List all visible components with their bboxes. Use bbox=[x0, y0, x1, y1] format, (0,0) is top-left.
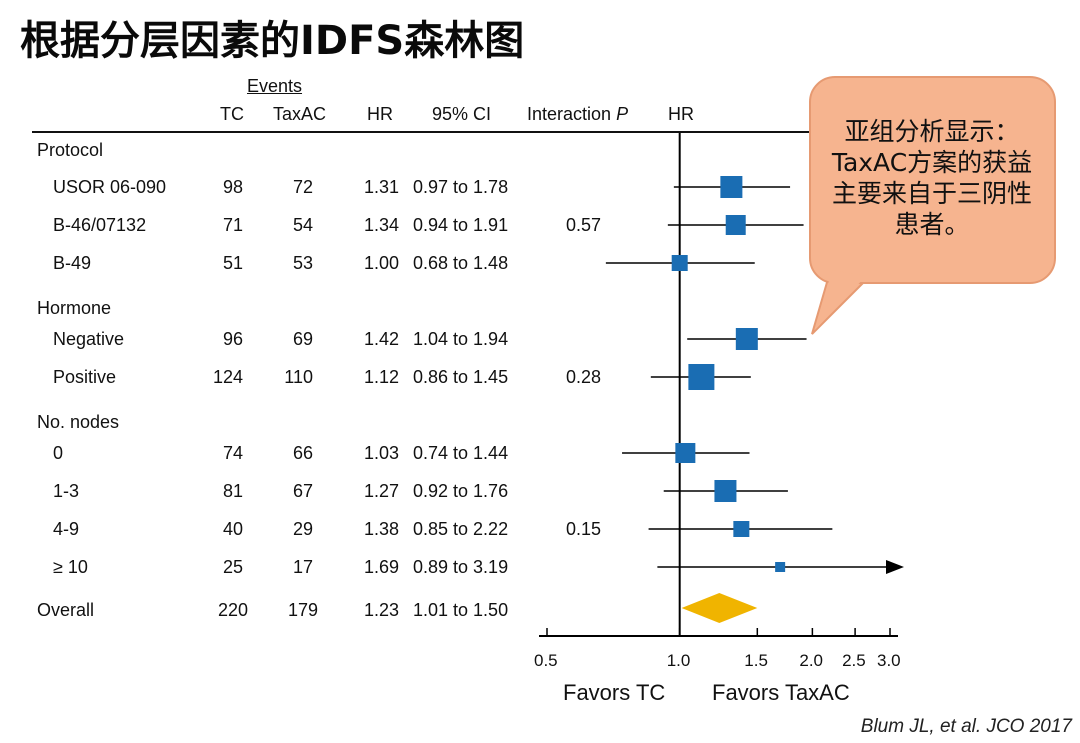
taxac-events-cell: 72 bbox=[292, 177, 313, 197]
hr-marker bbox=[675, 443, 696, 463]
hr-header: HR bbox=[367, 104, 393, 124]
group-label: No. nodes bbox=[37, 412, 120, 432]
hr-cell: 1.31 bbox=[363, 177, 399, 197]
ci-cell: 0.94 to 1.91 bbox=[413, 215, 509, 235]
group-label: Protocol bbox=[37, 140, 104, 160]
ci-cell: 1.04 to 1.94 bbox=[413, 329, 509, 349]
tc-events-cell: 40 bbox=[222, 519, 243, 539]
interaction-header-p: P bbox=[616, 104, 629, 124]
taxac-events-cell: 67 bbox=[292, 481, 313, 501]
interaction-p-cell: 0.15 bbox=[566, 519, 602, 539]
header-rule bbox=[32, 131, 812, 133]
hr-cell: 1.23 bbox=[363, 600, 399, 620]
ci-cell: 0.92 to 1.76 bbox=[413, 481, 509, 501]
tc-events-cell: 98 bbox=[222, 177, 243, 197]
taxac-events-cell: 66 bbox=[292, 443, 313, 463]
hr-cell: 1.42 bbox=[363, 329, 399, 349]
taxac-events-cell: 179 bbox=[287, 600, 318, 620]
ci-cell: 0.68 to 1.48 bbox=[413, 253, 509, 273]
taxac-events-cell: 53 bbox=[292, 253, 313, 273]
overall-diamond bbox=[681, 593, 758, 623]
hr-marker bbox=[714, 480, 737, 502]
x-tick-label: 2.0 bbox=[799, 651, 824, 670]
taxac-events-cell: 17 bbox=[292, 557, 313, 577]
ci-cell: 0.86 to 1.45 bbox=[413, 367, 509, 387]
row-label: USOR 06-090 bbox=[53, 177, 167, 197]
hr-cell: 1.00 bbox=[363, 253, 399, 273]
ci-cell: 0.89 to 3.19 bbox=[413, 557, 509, 577]
hr-marker bbox=[775, 562, 786, 572]
hr-cell: 1.69 bbox=[363, 557, 399, 577]
taxac-header: TaxAC bbox=[273, 104, 327, 124]
favors-tc-label: Favors TC bbox=[563, 680, 666, 705]
ci-cell: 1.01 to 1.50 bbox=[413, 600, 509, 620]
x-tick-label: 3.0 bbox=[877, 651, 901, 670]
row-label: 1-3 bbox=[53, 481, 80, 501]
interaction-p-cell: 0.28 bbox=[566, 367, 602, 387]
x-tick-label: 1.0 bbox=[666, 651, 691, 670]
callout-text: 亚组分析显示：TaxAC方案的获益主要来自于三阴性患者。 bbox=[831, 117, 1033, 239]
ci-header: 95% CI bbox=[432, 104, 492, 124]
events-header: Events bbox=[247, 76, 303, 96]
ci-arrow bbox=[886, 560, 904, 574]
tc-events-cell: 71 bbox=[222, 215, 243, 235]
taxac-events-cell: 54 bbox=[292, 215, 313, 235]
page-title: 根据分层因素的IDFS森林图 bbox=[20, 18, 525, 64]
hr-marker bbox=[671, 255, 688, 271]
taxac-events-cell: 29 bbox=[292, 519, 313, 539]
tc-events-cell: 25 bbox=[222, 557, 243, 577]
tc-events-cell: 124 bbox=[212, 367, 243, 387]
tc-events-cell: 81 bbox=[222, 481, 243, 501]
ci-cell: 0.85 to 2.22 bbox=[413, 519, 509, 539]
hr-cell: 1.34 bbox=[363, 215, 399, 235]
hr-plot-header: HR bbox=[668, 104, 694, 124]
hr-cell: 1.38 bbox=[363, 519, 399, 539]
hr-marker bbox=[725, 215, 746, 235]
group-label: Hormone bbox=[37, 298, 112, 318]
row-label: 4-9 bbox=[53, 519, 80, 539]
tc-header: TC bbox=[220, 104, 244, 124]
taxac-events-cell: 110 bbox=[284, 367, 313, 387]
hr-cell: 1.03 bbox=[363, 443, 399, 463]
overall-label: Overall bbox=[37, 600, 95, 620]
ci-cell: 0.97 to 1.78 bbox=[413, 177, 509, 197]
x-tick-label: 1.5 bbox=[744, 651, 768, 670]
hr-marker bbox=[720, 176, 743, 198]
tc-events-cell: 74 bbox=[222, 443, 243, 463]
interaction-header-text: Interaction bbox=[527, 104, 612, 124]
tc-events-cell: 220 bbox=[217, 600, 248, 620]
tc-events-cell: 51 bbox=[222, 253, 243, 273]
ci-cell: 0.74 to 1.44 bbox=[413, 443, 509, 463]
taxac-events-cell: 69 bbox=[292, 329, 313, 349]
callout-bubble bbox=[809, 76, 1056, 284]
x-tick-label: 2.5 bbox=[842, 651, 866, 670]
tc-events-cell: 96 bbox=[222, 329, 243, 349]
interaction-header: Interaction P bbox=[527, 104, 628, 125]
favors-taxac-label: Favors TaxAC bbox=[712, 680, 850, 705]
hr-cell: 1.27 bbox=[363, 481, 399, 501]
row-label: B-49 bbox=[53, 253, 92, 273]
x-tick-label: 0.5 bbox=[534, 651, 558, 670]
hr-marker bbox=[733, 521, 750, 537]
row-label: Positive bbox=[53, 367, 117, 387]
citation: Blum JL, et al. JCO 2017 bbox=[860, 716, 1072, 737]
interaction-p-cell: 0.57 bbox=[566, 215, 602, 235]
row-label: Negative bbox=[53, 329, 125, 349]
row-label: B-46/07132 bbox=[53, 215, 147, 235]
hr-marker bbox=[735, 328, 758, 350]
row-label: 0 bbox=[53, 443, 64, 463]
hr-cell: 1.12 bbox=[363, 367, 399, 387]
row-label: ≥ 10 bbox=[53, 557, 88, 577]
hr-marker bbox=[688, 364, 715, 390]
